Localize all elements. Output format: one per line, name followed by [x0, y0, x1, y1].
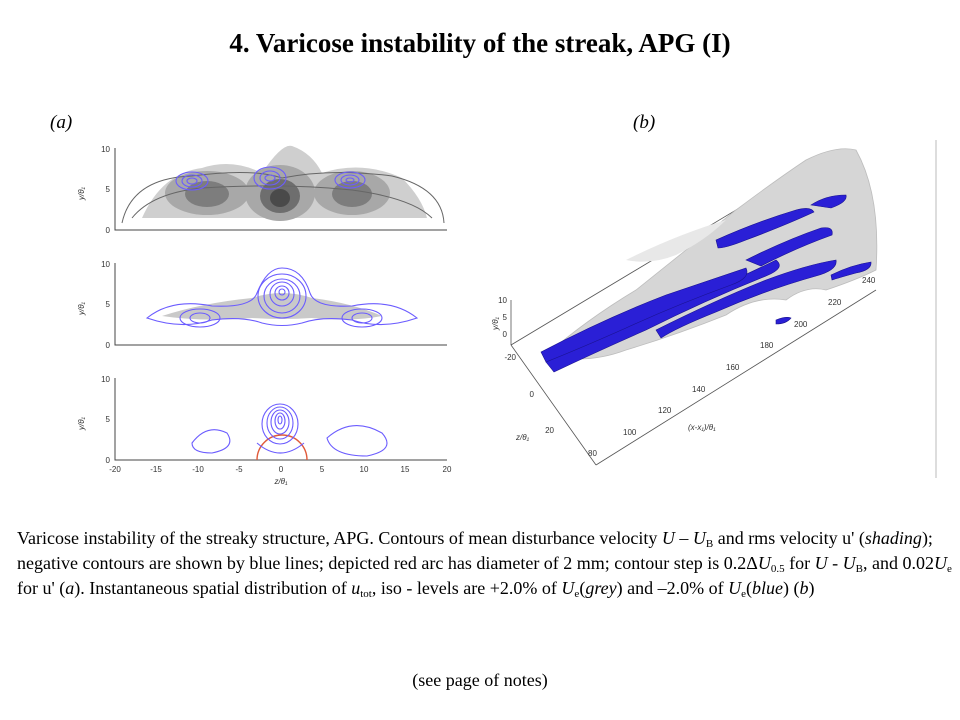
- subplot-2-axes: [114, 263, 447, 346]
- y-axis-label: y/θ₁: [77, 186, 86, 201]
- x-axis-label: z/θ₁: [273, 477, 288, 486]
- x-tick: -20: [109, 465, 121, 474]
- y-tick: 10: [101, 375, 110, 384]
- subplot-1-axes: [114, 148, 447, 231]
- x-tick: -15: [150, 465, 162, 474]
- y-tick: 0: [106, 226, 111, 235]
- x-tick: 0: [279, 465, 284, 474]
- y-tick: 0: [106, 341, 111, 350]
- z-tick: -20: [504, 353, 516, 362]
- x-tick: 80: [588, 449, 597, 458]
- slide-title: 4. Varicose instability of the streak, A…: [229, 28, 731, 58]
- y-tick: 5: [106, 415, 111, 424]
- x-tick: -10: [192, 465, 204, 474]
- x-tick: 220: [828, 298, 842, 307]
- y-axis-label: y/θ₁: [77, 301, 86, 316]
- figure-caption: Varicose instability of the streaky stru…: [17, 528, 952, 600]
- y-axis-label: y/θ₁: [77, 416, 86, 431]
- x-tick: 10: [360, 465, 369, 474]
- y-tick: 0: [503, 330, 508, 339]
- panel-a-label: (a): [50, 112, 73, 133]
- y-tick: 5: [503, 313, 508, 322]
- z-axis-line: [510, 344, 597, 466]
- figure-a-contour-plots: 10 5 0 10 5 0 10 5 0 y/θ₁ y/θ₁ y/θ₁: [77, 145, 452, 486]
- see-notes-footnote: (see page of notes): [412, 670, 548, 690]
- y-tick: 0: [106, 456, 111, 465]
- x-tick: 100: [623, 428, 637, 437]
- subplot-1: [121, 145, 445, 224]
- x-tick: 20: [443, 465, 452, 474]
- x-tick: 180: [760, 341, 774, 350]
- x-axis-label: (x-x₁)/θ₁: [688, 423, 716, 432]
- x-axis-line: [595, 289, 877, 466]
- y-tick: 5: [106, 185, 111, 194]
- z-tick: 20: [545, 426, 554, 435]
- y-tick: 10: [498, 296, 507, 305]
- x-tick: 5: [320, 465, 325, 474]
- x-tick: 160: [726, 363, 740, 372]
- subplot-3: [191, 403, 388, 461]
- panel-b-label: (b): [633, 112, 656, 133]
- z-tick: 0: [530, 390, 535, 399]
- y-axis-label: y/θ₁: [491, 316, 500, 331]
- blue-isosurface: [540, 194, 872, 373]
- subplot-3-axes: [114, 378, 447, 461]
- y-tick: 10: [101, 260, 110, 269]
- x-tick: 200: [794, 320, 808, 329]
- z-axis-label: z/θ₁: [515, 433, 530, 442]
- red-arc: [256, 434, 308, 461]
- x-tick: -5: [235, 465, 243, 474]
- y-tick: 10: [101, 145, 110, 154]
- y-tick: 5: [106, 300, 111, 309]
- subplot-2: [145, 267, 419, 328]
- x-tick: 140: [692, 385, 706, 394]
- grey-isosurface: [545, 148, 878, 360]
- x-tick: 240: [862, 276, 876, 285]
- figure-b-isosurface-3d: 10 5 0 y/θ₁ -20 0 20 z/θ₁ 80 100 120 140…: [491, 140, 937, 478]
- x-tick: 120: [658, 406, 672, 415]
- x-tick: 15: [401, 465, 410, 474]
